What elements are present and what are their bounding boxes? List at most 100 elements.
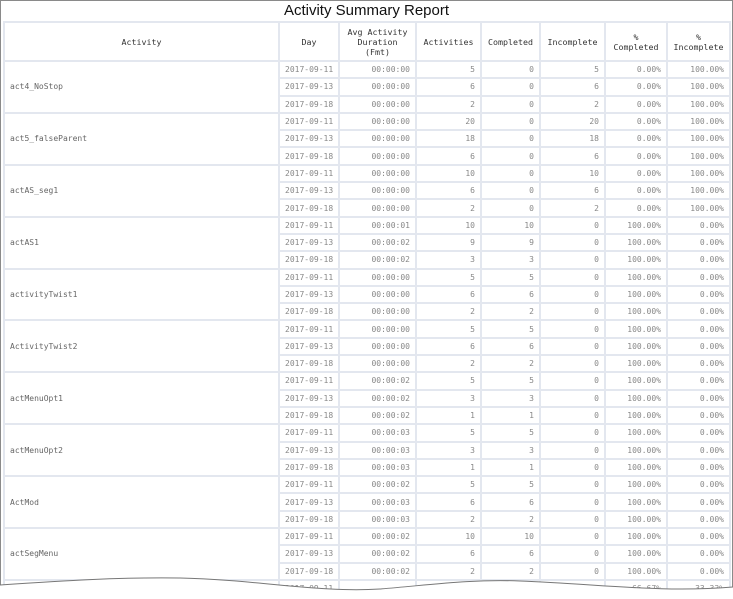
column-header-day[interactable]: Day: [280, 21, 340, 62]
incomplete-cell: 0: [541, 217, 606, 235]
incomplete-cell: 0: [541, 269, 606, 287]
incomplete-cell: 0: [541, 407, 606, 426]
incomplete-cell: 0: [541, 304, 606, 322]
avg-duration-cell: 00:00:00: [340, 131, 417, 149]
incomplete-cell: 0: [541, 459, 606, 478]
activities-cell: 6: [417, 338, 482, 357]
pct-completed-cell: 100.00%: [606, 546, 668, 564]
day-cell: 2017-09-18: [280, 200, 340, 218]
activities-cell: 2: [417, 356, 482, 374]
pct-completed-cell: 0.00%: [606, 148, 668, 166]
day-cell: 2017-09-18: [280, 96, 340, 114]
pct-incomplete-cell: 0.00%: [668, 252, 731, 270]
table-row: actMenuOpt1 2017-09-11 00:00:02 5 5 0 100.00% 0…: [3, 373, 731, 426]
completed-cell: 5: [482, 425, 541, 443]
completed-cell: 6: [482, 286, 541, 305]
column-header-incomplete[interactable]: Incomplete: [541, 21, 606, 62]
completed-cell: 2: [482, 304, 541, 322]
pct-incomplete-cell: 0.00%: [668, 269, 731, 287]
completed-cell: 2: [482, 563, 541, 581]
pct-completed-cell: 100.00%: [606, 321, 668, 339]
avg-duration-cell: 00:00:00: [340, 96, 417, 114]
day-cell: 2017-09-18: [280, 511, 340, 530]
activity-cell: ActivityTwist2: [3, 321, 280, 374]
incomplete-cell: 6: [541, 148, 606, 166]
activities-cell: 18: [417, 131, 482, 149]
activities-cell: 3: [417, 252, 482, 270]
day-cell: 2017-09-13: [280, 546, 340, 564]
completed-cell: 2: [482, 511, 541, 530]
column-header-avg-duration[interactable]: Avg Activity Duration (Fmt): [340, 21, 417, 62]
avg-duration-cell: 00:00:02: [340, 546, 417, 564]
completed-cell: 1: [482, 407, 541, 426]
column-header-pct-completed[interactable]: % Completed: [606, 21, 668, 62]
incomplete-cell: 0: [541, 563, 606, 581]
avg-duration-cell: 00:00:02: [340, 234, 417, 253]
completed-cell: 0: [482, 62, 541, 80]
table-row: 2017-09-18 00:00:02 2 2 0 100.00% 0.00%: [3, 563, 731, 581]
pct-completed-cell: 100.00%: [606, 269, 668, 287]
incomplete-cell: 10: [541, 165, 606, 184]
pct-incomplete-cell: 0.00%: [668, 390, 731, 408]
day-cell: 2017-09-11: [280, 217, 340, 235]
avg-duration-cell: 00:00:03: [340, 442, 417, 460]
table-row: act4_NoStop 2017-09-11 00:00:00 5 0 5 0.00% 100…: [3, 62, 731, 114]
avg-duration-cell: 00:00:00: [340, 304, 417, 322]
activities-cell: 3: [417, 390, 482, 408]
day-cell: 2017-09-13: [280, 494, 340, 512]
avg-duration-cell: 00:00:00: [340, 62, 417, 80]
avg-duration-cell: 00:00:00: [340, 183, 417, 201]
avg-duration-cell: 00:00:00: [340, 321, 417, 339]
column-header-pct-incomplete[interactable]: % Incomplete: [668, 21, 731, 62]
torn-edge: [0, 577, 733, 599]
table-row: 2017-09-13 00:00:02 9 9 0 100.00% 0.00%: [3, 234, 731, 253]
day-cell: 2017-09-11: [280, 477, 340, 495]
pct-completed-cell: 100.00%: [606, 407, 668, 426]
pct-incomplete-cell: 100.00%: [668, 131, 731, 149]
activities-cell: 9: [417, 234, 482, 253]
completed-cell: 3: [482, 390, 541, 408]
pct-incomplete-cell: 0.00%: [668, 286, 731, 305]
pct-completed-cell: 100.00%: [606, 286, 668, 305]
table-row: 2017-09-13 00:00:03 3 3 0 100.00% 0.00%: [3, 442, 731, 460]
day-cell: 2017-09-11: [280, 529, 340, 547]
column-header-activity[interactable]: Activity: [3, 21, 280, 62]
table-row: activityTwist1 2017-09-11 00:00:00 5 5 0 100.0…: [3, 269, 731, 322]
avg-duration-cell: 00:00:02: [340, 390, 417, 408]
day-cell: 2017-09-11: [280, 321, 340, 339]
pct-completed-cell: 0.00%: [606, 183, 668, 201]
pct-incomplete-cell: 0.00%: [668, 477, 731, 495]
table-row: 2017-09-18 00:00:03 2 2 0 100.00% 0.00%: [3, 511, 731, 530]
column-header-activities[interactable]: Activities: [417, 21, 482, 62]
pct-completed-cell: 100.00%: [606, 529, 668, 547]
pct-incomplete-cell: 0.00%: [668, 217, 731, 235]
completed-cell: 0: [482, 148, 541, 166]
day-cell: 2017-09-18: [280, 563, 340, 581]
avg-duration-cell: 00:00:02: [340, 252, 417, 270]
incomplete-cell: 0: [541, 529, 606, 547]
completed-cell: 5: [482, 477, 541, 495]
avg-duration-cell: 00:00:02: [340, 373, 417, 391]
completed-cell: 5: [482, 269, 541, 287]
incomplete-cell: 0: [541, 442, 606, 460]
incomplete-cell: 0: [541, 286, 606, 305]
pct-incomplete-cell: 100.00%: [668, 183, 731, 201]
activity-cell: actMenuOpt1: [3, 373, 280, 426]
column-header-completed[interactable]: Completed: [482, 21, 541, 62]
day-cell: 2017-09-18: [280, 356, 340, 374]
pct-incomplete-cell: 100.00%: [668, 96, 731, 114]
activities-cell: 6: [417, 79, 482, 97]
table-row: 2017-09-18 00:00:00 6 0 6 0.00% 100.00%: [3, 148, 731, 166]
pct-incomplete-cell: 0.00%: [668, 304, 731, 322]
activity-cell: activityTwist1: [3, 269, 280, 322]
table-body: act4_NoStop 2017-09-11 00:00:00 5 0 5 0.00% 100…: [3, 62, 731, 599]
pct-incomplete-cell: 0.00%: [668, 356, 731, 374]
pct-completed-cell: 100.00%: [606, 459, 668, 478]
pct-incomplete-cell: 100.00%: [668, 79, 731, 97]
pct-incomplete-cell: 0.00%: [668, 494, 731, 512]
activity-cell: act5_falseParent: [3, 113, 280, 166]
activity-summary-table: Activity Day Avg Activity Duration (Fmt)…: [3, 21, 731, 599]
report-title: Activity Summary Report: [283, 2, 450, 19]
activities-cell: 2: [417, 200, 482, 218]
